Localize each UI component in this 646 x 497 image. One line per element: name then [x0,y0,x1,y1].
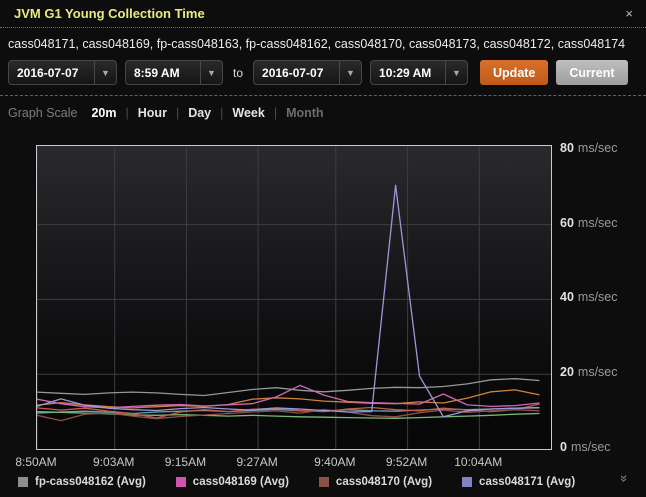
end-time-select[interactable]: 10:29 AM ▼ [370,60,469,85]
scale-option-hour[interactable]: Hour [137,106,167,120]
chevron-down-icon: ▼ [200,61,222,84]
y-tick-value: 60 [560,215,574,230]
start-date-value: 2016-07-07 [17,65,79,80]
y-axis-tick: 80 ms/sec [560,141,618,155]
popup-header: JVM G1 Young Collection Time × [0,0,646,27]
y-tick-value: 20 [560,365,574,380]
y-axis-tick: 60 ms/sec [560,216,618,230]
start-date-select[interactable]: 2016-07-07 ▼ [8,60,117,85]
legend-swatch-icon [175,477,186,487]
legend-swatch-icon [318,477,329,487]
update-button[interactable]: Update [480,60,549,85]
scale-option-20m[interactable]: 20m [91,106,117,120]
legend-label: cass048170 (Avg) [335,476,433,488]
scale-option-separator: | [273,106,278,120]
end-date-value: 2016-07-07 [262,65,324,80]
scale-option-separator: | [175,106,180,120]
graph-scale-label: Graph Scale [8,106,78,120]
legend-swatch-icon [462,477,473,487]
legend-expand-icon[interactable]: » [616,474,632,483]
x-axis-tick: 9:40AM [314,455,356,469]
graph-scale-options: 20m | Hour | Day | Week | Month [91,106,323,120]
series-line [37,384,540,409]
series-line [37,378,540,397]
scale-option-separator: | [220,106,224,120]
series-line [37,184,540,418]
y-axis-tick: 20 ms/sec [560,365,618,379]
chevron-down-icon: ▼ [445,61,467,84]
to-label: to [233,65,244,80]
legend-item[interactable]: fp-cass048162 (Avg) [18,476,146,488]
series-line [37,409,540,422]
legend-swatch-icon [18,477,28,487]
x-axis-tick: 9:52AM [385,455,428,469]
chart-region: 80 ms/sec 60 ms/sec 40 ms/sec 20 ms/sec 0 ms/sec … [0,130,646,469]
chevron-down-icon: ▼ [339,61,361,84]
legend-item[interactable]: cass048171 (Avg) [462,476,575,488]
y-tick-unit: ms/sec [570,440,611,454]
legend-item[interactable]: cass048169 (Avg) [175,476,289,488]
line-chart[interactable] [37,146,551,449]
legend-label: fp-cass048162 (Avg) [35,476,146,488]
y-axis-tick: 40 ms/sec [560,290,618,304]
start-time-select[interactable]: 8:59 AM ▼ [125,60,223,85]
x-axis-tick: 9:03AM [93,455,135,469]
close-icon[interactable]: × [625,6,633,21]
legend-item[interactable]: cass048170 (Avg) [318,476,433,488]
start-time-value: 8:59 AM [134,65,180,80]
page-title: JVM G1 Young Collection Time [14,6,205,21]
controls-divider [0,95,646,96]
x-axis-tick: 9:27AM [236,455,278,469]
scale-option-month[interactable]: Month [286,106,324,120]
chevron-down-icon: ▼ [94,61,116,84]
chart-legend: fp-cass048162 (Avg) cass048169 (Avg) cass0… [0,467,646,497]
y-tick-value: 80 [560,140,574,155]
end-time-value: 10:29 AM [379,65,432,80]
y-tick-unit: ms/sec [577,290,618,305]
x-axis-tick: 10:04AM [454,455,503,469]
series-line [37,403,540,419]
y-tick-unit: ms/sec [577,140,618,155]
x-axis-tick: 9:15AM [164,455,207,469]
scale-option-separator: | [125,106,129,120]
graph-scale-row: Graph Scale 20m | Hour | Day | Week | Month [0,96,646,130]
chart-plot-area[interactable] [36,145,552,450]
legend-label: cass048169 (Avg) [192,476,289,488]
legend-items: fp-cass048162 (Avg) cass048169 (Avg) cass0… [18,476,605,488]
time-range-controls: 2016-07-07 ▼ 8:59 AM ▼ to 2016-07-07 ▼ 1… [0,58,646,95]
x-axis-tick: 8:50AM [15,455,57,469]
end-date-select[interactable]: 2016-07-07 ▼ [253,60,363,85]
y-tick-value: 0 [560,440,567,454]
host-list: cass048171, cass048169, fp-cass048163, f… [8,37,626,51]
scale-option-day[interactable]: Day [188,106,212,120]
header-divider [0,27,646,28]
y-axis-tick: 0 ms/sec [560,440,611,454]
current-button[interactable]: Current [556,60,628,85]
scale-option-week[interactable]: Week [232,106,265,120]
y-tick-unit: ms/sec [577,215,618,230]
y-tick-value: 40 [560,290,574,305]
legend-label: cass048171 (Avg) [479,476,576,488]
y-tick-unit: ms/sec [577,365,618,380]
